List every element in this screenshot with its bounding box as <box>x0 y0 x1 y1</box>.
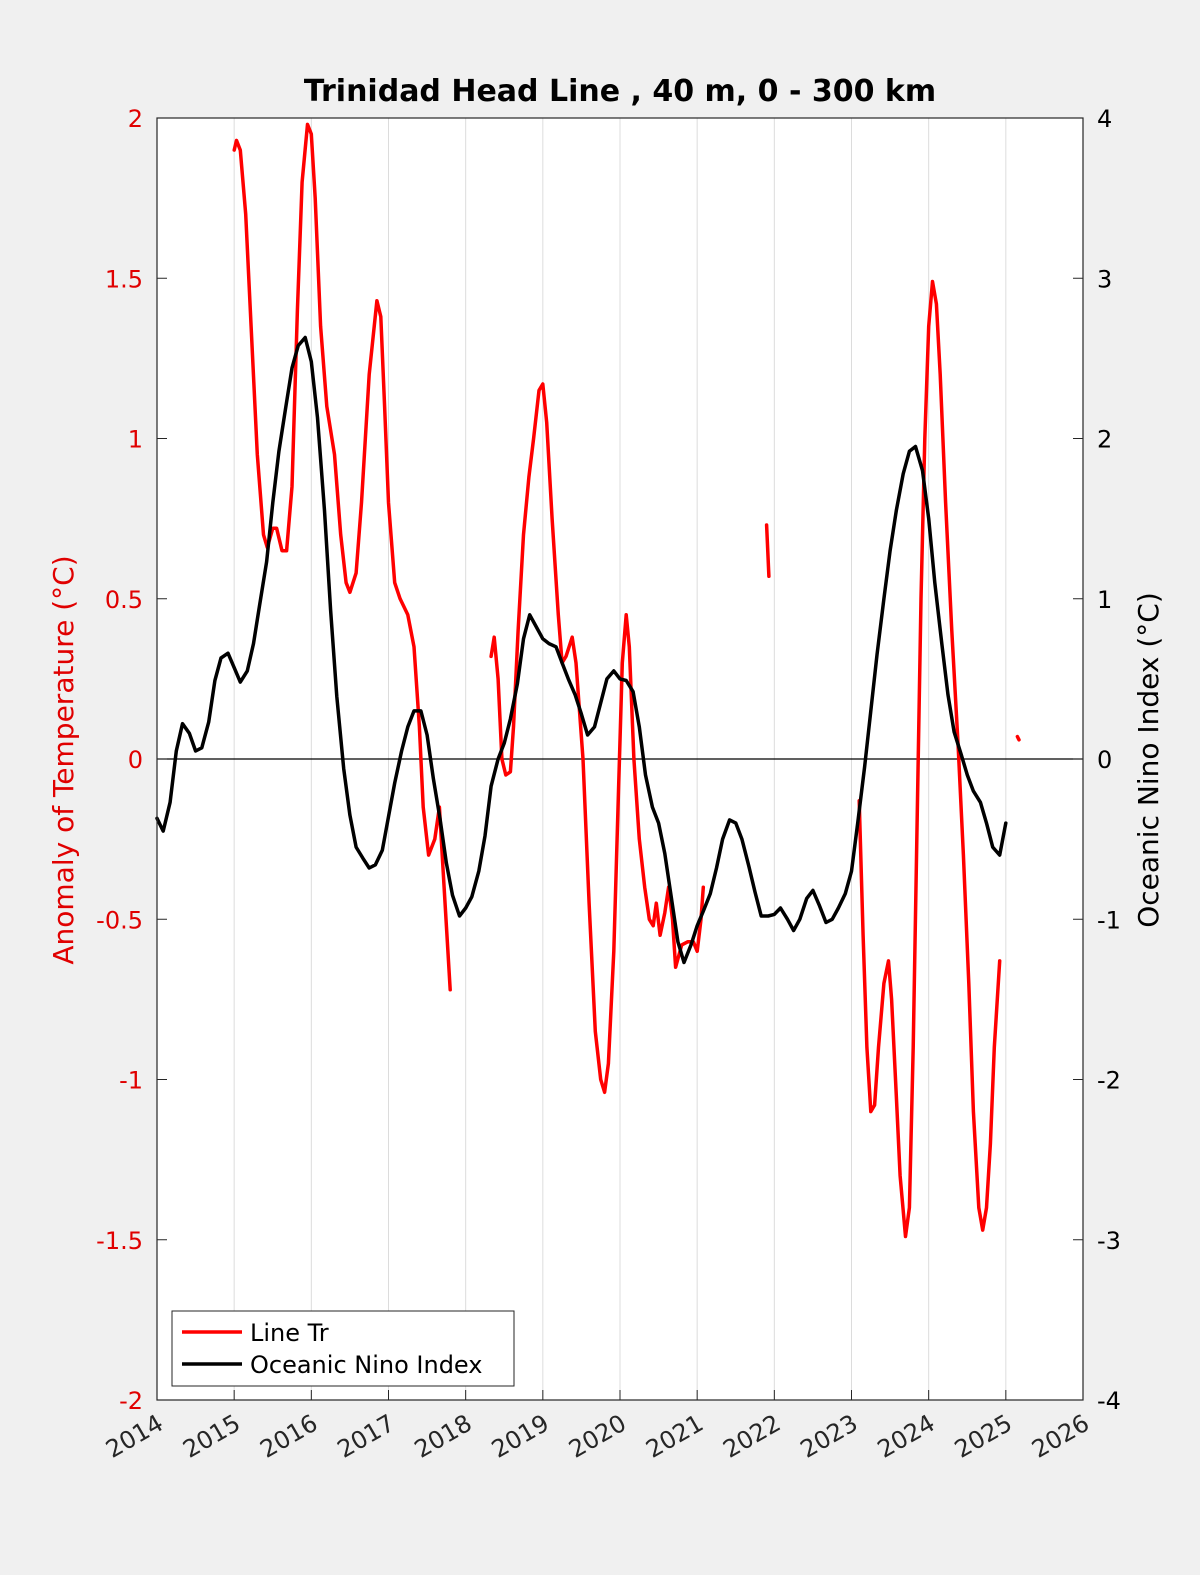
left-tick-label: 0.5 <box>105 586 143 614</box>
right-tick-label: 0 <box>1097 746 1112 774</box>
left-tick-label: 0 <box>128 746 143 774</box>
series-oceanic-nino-index <box>155 335 1008 965</box>
left-tick-label: -1 <box>119 1067 143 1095</box>
series-layer <box>155 122 1021 1239</box>
left-tick-label: 2 <box>128 105 143 133</box>
series-line-tr-segment-5 <box>1015 734 1021 742</box>
left-axis: -2 -1.5 -1 -0.5 0 0.5 1 1.5 2 <box>96 105 167 1415</box>
right-tick-label: -3 <box>1097 1227 1121 1255</box>
right-tick-label: 4 <box>1097 105 1112 133</box>
right-tick-label: -2 <box>1097 1067 1121 1095</box>
left-tick-label: 1 <box>128 426 143 454</box>
left-axis-label: Anomaly of Temperature (°C) <box>47 555 80 964</box>
legend-label-line-tr: Line Tr <box>250 1319 329 1347</box>
series-line-tr-segment-3 <box>764 523 771 579</box>
left-tick-label: -1.5 <box>96 1227 143 1255</box>
right-tick-label: 2 <box>1097 426 1112 454</box>
right-tick-label: -4 <box>1097 1387 1121 1415</box>
legend-label-oni: Oceanic Nino Index <box>250 1351 482 1379</box>
right-axis-label: Oceanic Nino Index (°C) <box>1132 592 1165 928</box>
right-tick-label: -1 <box>1097 906 1121 934</box>
left-tick-label: -2 <box>119 1387 143 1415</box>
legend-box <box>171 1310 515 1387</box>
left-tick-label: -0.5 <box>96 906 143 934</box>
right-tick-label: 3 <box>1097 265 1112 293</box>
chart-title: Trinidad Head Line , 40 m, 0 - 300 km <box>304 74 936 109</box>
series-line-tr-segment-4 <box>857 279 1002 1239</box>
right-tick-label: 1 <box>1097 586 1112 614</box>
legend: Line Tr Oceanic Nino Index <box>171 1310 515 1387</box>
right-axis: -4 -3 -2 -1 0 1 2 3 4 <box>1073 105 1121 1415</box>
left-tick-label: 1.5 <box>105 265 143 293</box>
